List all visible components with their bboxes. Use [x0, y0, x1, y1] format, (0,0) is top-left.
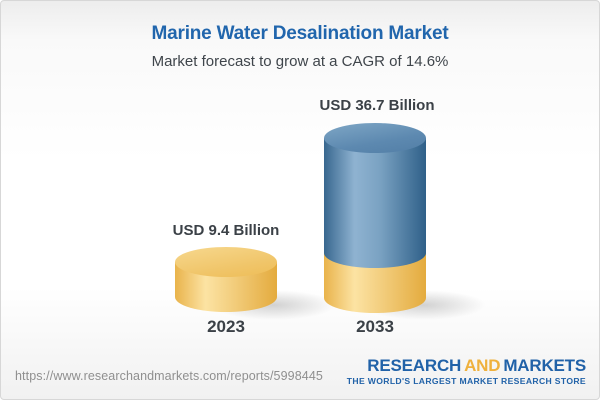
bar-2033-cylinder-top	[324, 123, 426, 153]
logo-word-markets: MARKETS	[503, 356, 586, 375]
value-label-2023: USD 9.4 Billion	[172, 222, 280, 239]
x-axis-label-2033: 2033	[356, 317, 394, 336]
research-and-markets-logo: RESEARCH AND MARKETS THE WORLD'S LARGEST M…	[347, 357, 586, 386]
x-axis-label-2023: 2023	[207, 317, 245, 336]
logo-word-and: AND	[464, 356, 501, 375]
value-label-2033: USD 36.7 Billion	[319, 97, 435, 114]
chart-title: Marine Water Desalination Market	[151, 23, 449, 44]
logo-word-research: RESEARCH	[367, 356, 462, 375]
bar-2033-cylinder-body-blue	[324, 138, 426, 268]
logo-wordmark: RESEARCH AND MARKETS	[347, 357, 586, 374]
report-url: https://www.researchandmarkets.com/repor…	[15, 369, 323, 383]
logo-tagline: THE WORLD'S LARGEST MARKET RESEARCH STOR…	[346, 376, 586, 386]
chart-subtitle: Market forecast to grow at a CAGR of 14.…	[151, 53, 449, 70]
bar-2023-cylinder-top	[175, 247, 277, 277]
